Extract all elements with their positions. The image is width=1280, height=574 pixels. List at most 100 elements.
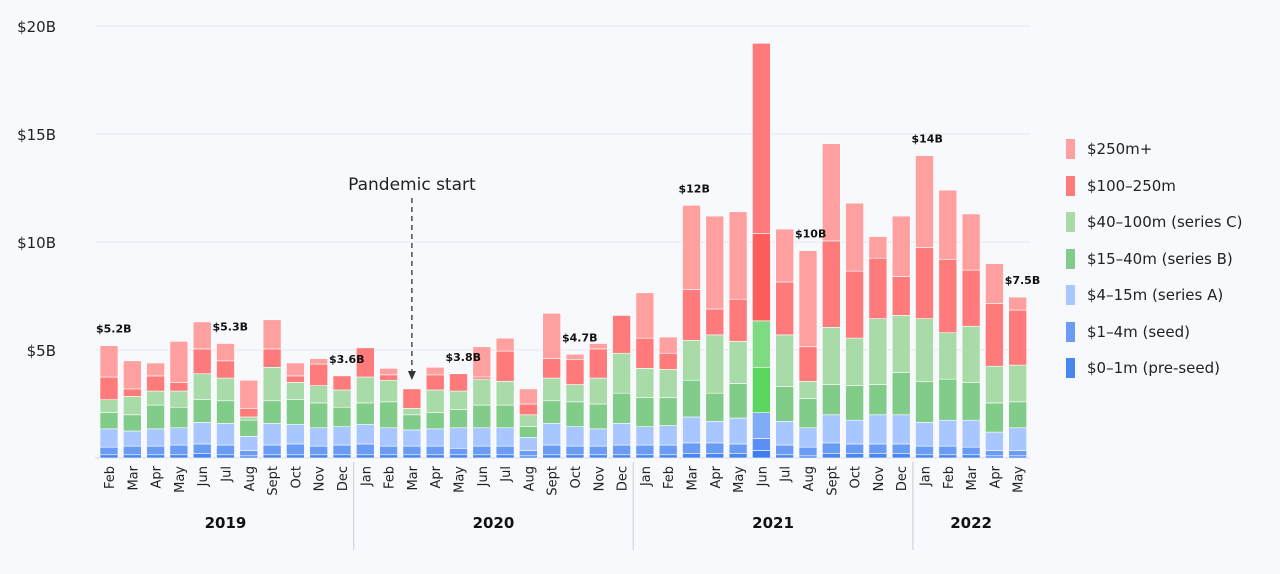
bar-segment[interactable] [845,419,864,445]
bar-segment[interactable] [985,365,1004,404]
bar-segment[interactable] [449,409,468,429]
bar-segment[interactable] [635,292,655,339]
bar-segment[interactable] [798,346,818,382]
bar-stack[interactable] [728,211,748,459]
bar-stack[interactable] [262,319,282,459]
bar-segment[interactable] [798,455,818,459]
bar-segment[interactable] [123,360,142,390]
bar-segment[interactable] [146,454,165,459]
bar-segment[interactable] [961,213,981,271]
bar-segment[interactable] [565,384,585,403]
bar-segment[interactable] [286,375,305,383]
bar-segment[interactable] [1008,364,1028,403]
bar-segment[interactable] [402,414,422,431]
bar-segment[interactable] [728,417,748,445]
bar-segment[interactable] [565,454,585,459]
bar-segment[interactable] [915,422,934,447]
bar-segment[interactable] [309,454,329,459]
bar-segment[interactable] [472,346,492,378]
bar-stack[interactable] [845,202,864,459]
bar-segment[interactable] [821,442,841,454]
bar-segment[interactable] [682,453,701,459]
bar-segment[interactable] [775,281,795,336]
bar-segment[interactable] [868,453,888,459]
bar-segment[interactable] [262,454,282,459]
bar-segment[interactable] [192,422,212,445]
bar-segment[interactable] [1008,309,1028,366]
bar-segment[interactable] [961,446,981,456]
bar-segment[interactable] [123,396,142,416]
bar-segment[interactable] [472,378,492,406]
bar-segment[interactable] [332,426,352,446]
bar-segment[interactable] [99,428,119,448]
bar-stack[interactable] [216,343,235,459]
bar-segment[interactable] [938,445,958,456]
bar-segment[interactable] [262,400,282,424]
bar-segment[interactable] [658,397,678,426]
bar-segment[interactable] [821,240,841,328]
bar-segment[interactable] [495,454,515,459]
bar-segment[interactable] [146,445,165,456]
bar-segment[interactable] [146,428,165,447]
bar-segment[interactable] [915,318,934,382]
bar-segment[interactable] [658,454,678,459]
bar-segment[interactable] [332,444,352,456]
bar-segment[interactable] [612,423,631,446]
bar-segment[interactable] [588,445,608,456]
bar-segment[interactable] [262,423,282,446]
bar-segment[interactable] [239,436,259,451]
bar-segment[interactable] [262,444,282,456]
bar-segment[interactable] [612,352,631,394]
bar-segment[interactable] [612,315,631,354]
bar-stack[interactable] [286,362,305,459]
bar-segment[interactable] [355,443,375,456]
bar-segment[interactable] [775,420,795,446]
bar-segment[interactable] [495,404,515,429]
bar-segment[interactable] [728,341,748,384]
bar-segment[interactable] [286,454,305,459]
bar-segment[interactable] [355,454,375,459]
bar-segment[interactable] [239,450,259,457]
bar-segment[interactable] [588,377,608,405]
bar-segment[interactable] [99,454,119,459]
bar-stack[interactable] [379,368,398,459]
bar-segment[interactable] [1008,296,1028,311]
bar-segment[interactable] [752,438,771,451]
bar-segment[interactable] [146,375,165,392]
bar-stack[interactable] [1008,296,1028,459]
bar-segment[interactable] [449,373,468,392]
bar-segment[interactable] [309,363,329,386]
bar-stack[interactable] [495,337,515,459]
bar-segment[interactable] [705,334,725,394]
bar-segment[interactable] [402,445,422,456]
bar-segment[interactable] [752,366,771,413]
bar-stack[interactable] [891,215,911,459]
bar-stack[interactable] [658,336,678,459]
bar-segment[interactable] [192,453,212,459]
bar-stack[interactable] [239,379,259,459]
bar-segment[interactable] [658,425,678,446]
bar-segment[interactable] [169,341,189,383]
bar-segment[interactable] [425,389,445,413]
bar-segment[interactable] [542,358,562,379]
bar-segment[interactable] [425,374,445,391]
legend-item[interactable]: $1–4m (seed) [1066,314,1243,351]
bar-segment[interactable] [332,389,352,408]
bar-segment[interactable] [332,375,352,391]
bar-segment[interactable] [309,402,329,429]
bar-segment[interactable] [728,383,748,419]
legend-item[interactable]: $0–1m (pre-seed) [1066,350,1243,387]
bar-segment[interactable] [169,382,189,392]
bar-stack[interactable] [868,236,888,459]
bar-segment[interactable] [542,444,562,456]
bar-segment[interactable] [239,455,259,459]
bar-segment[interactable] [821,327,841,385]
bar-segment[interactable] [216,444,235,456]
bar-segment[interactable] [868,257,888,319]
bar-segment[interactable] [472,454,492,459]
bar-stack[interactable] [123,360,142,459]
bar-segment[interactable] [682,442,701,454]
bar-stack[interactable] [938,189,958,459]
bar-segment[interactable] [565,445,585,456]
bar-segment[interactable] [845,385,864,421]
